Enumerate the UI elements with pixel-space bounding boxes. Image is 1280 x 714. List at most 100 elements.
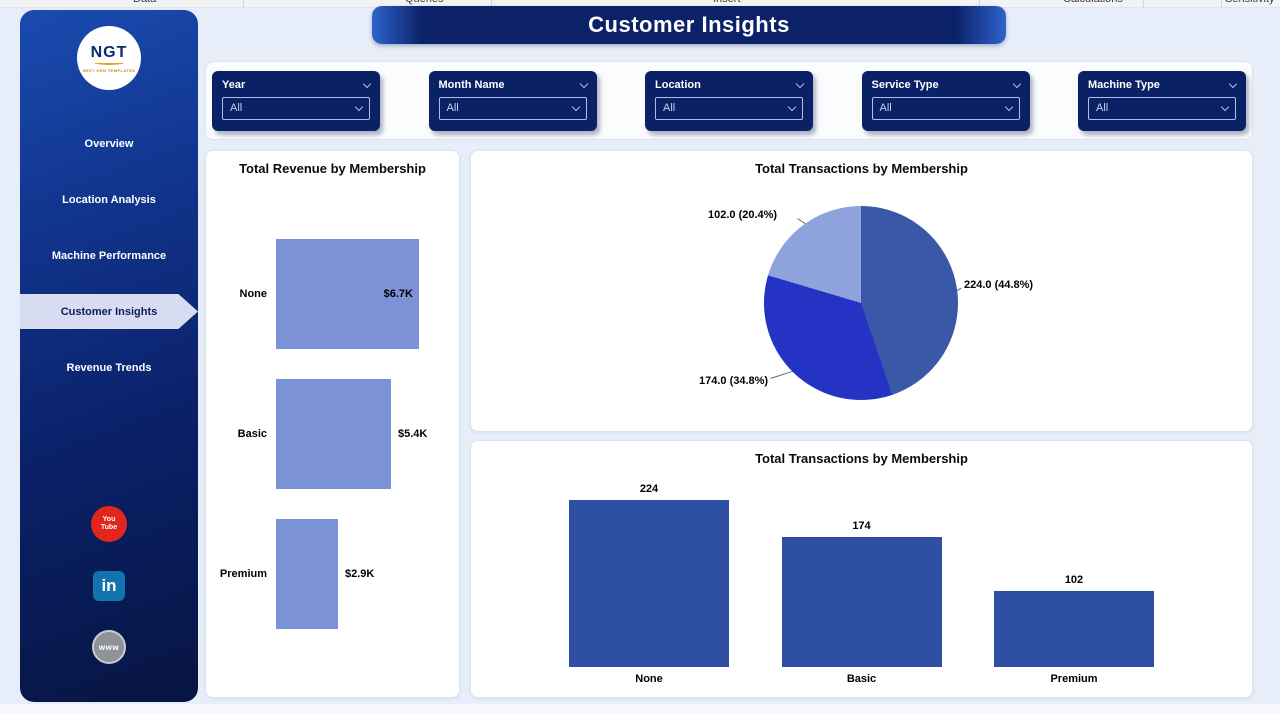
bar-column-none: 224 None — [569, 481, 729, 687]
category-label: Premium — [219, 568, 267, 580]
filter-value: All — [230, 102, 243, 114]
value-label: $6.7K — [383, 288, 413, 300]
bar-basic[interactable] — [781, 537, 942, 667]
ribbon-separator — [491, 0, 492, 7]
revenue-by-membership-panel: Total Revenue by Membership None $6.7K B… — [205, 150, 460, 698]
ngt-logo: NGT NEXT GEN TEMPLATES — [77, 26, 141, 90]
logo-subtext: NEXT GEN TEMPLATES — [82, 67, 136, 73]
value-label: 102 — [1064, 574, 1084, 586]
page-header-banner: Customer Insights — [372, 6, 1006, 44]
ribbon-separator — [979, 0, 980, 7]
pie-chart-area: 224.0 (44.8%) 174.0 (34.8%) 102.0 (20.4%… — [471, 151, 1252, 431]
ribbon-separator — [1221, 0, 1222, 7]
pie-label-premium: 102.0 (20.4%) — [708, 209, 778, 221]
filter-bar: Year All Month Name All Location All Ser… — [205, 61, 1253, 140]
chart-title: Total Transactions by Membership — [755, 451, 968, 466]
horizontal-bar-chart: None $6.7K Basic $5.4K Premium $2.9K — [216, 239, 449, 661]
ribbon-tab-sensitivity[interactable]: Sensitivity — [1225, 0, 1275, 5]
chevron-down-icon — [354, 102, 364, 112]
filter-machine-type: Machine Type All — [1078, 70, 1246, 131]
ribbon-tab-data[interactable]: Data — [133, 0, 156, 5]
filter-location-dropdown[interactable]: All — [655, 96, 803, 120]
filter-value: All — [879, 102, 892, 114]
bar-basic[interactable] — [276, 379, 391, 489]
bar-column-premium: 102 Premium — [994, 481, 1154, 687]
value-label: $5.4K — [398, 428, 428, 440]
value-label: 224 — [639, 483, 659, 495]
transactions-pie-panel: Total Transactions by Membership 224.0 (… — [470, 150, 1253, 432]
chevron-down-icon[interactable] — [579, 79, 588, 88]
bar-row-premium: Premium $2.9K — [216, 519, 449, 629]
chart-title: Total Revenue by Membership — [239, 161, 426, 176]
filter-value: All — [663, 102, 676, 114]
ribbon-tab-queries[interactable]: Queries — [405, 0, 444, 5]
chevron-down-icon — [571, 102, 580, 112]
ribbon-tab-calculations[interactable]: Calculations — [1063, 0, 1123, 5]
chart-title: Total Transactions by Membership — [755, 161, 968, 176]
filter-label: Location — [655, 78, 701, 91]
bar-row-basic: Basic $5.4K — [216, 379, 449, 489]
logo-text: NGT — [90, 43, 128, 61]
website-label: www — [98, 642, 120, 652]
filter-value: All — [446, 102, 459, 114]
category-label: None — [239, 288, 268, 300]
bar-column-basic: 174 Basic — [781, 481, 942, 687]
filter-machine-type-dropdown[interactable]: All — [1088, 96, 1236, 120]
sidebar: NGT NEXT GEN TEMPLATES Overview Location… — [20, 10, 198, 702]
filter-location: Location All — [645, 70, 813, 131]
chevron-down-icon — [787, 102, 797, 112]
logo-arc — [94, 60, 124, 65]
pie-label-none: 224.0 (44.8%) — [964, 279, 1034, 291]
page-title: Customer Insights — [588, 12, 790, 37]
filter-label: Machine Type — [1088, 78, 1160, 91]
filter-month-name: Month Name All — [428, 70, 597, 131]
sidebar-item-machine-performance[interactable]: Machine Performance — [51, 249, 167, 262]
bar-premium[interactable] — [994, 591, 1154, 667]
linkedin-label: in — [101, 576, 117, 595]
filter-year: Year All — [212, 70, 380, 131]
sidebar-item-overview[interactable]: Overview — [84, 137, 134, 150]
chevron-down-icon — [1220, 102, 1230, 112]
filter-month-dropdown[interactable]: All — [438, 96, 587, 120]
transactions-bar-panel: Total Transactions by Membership 224 Non… — [470, 440, 1253, 698]
social-links: You Tube in www — [20, 506, 198, 664]
filter-label: Service Type — [871, 78, 939, 91]
bar-premium[interactable] — [276, 519, 338, 629]
pie-chart[interactable] — [764, 206, 958, 400]
sidebar-nav: Overview Location Analysis Machine Perfo… — [20, 126, 198, 385]
ribbon-tab-insert[interactable]: Insert — [713, 0, 741, 5]
value-label: 174 — [852, 520, 871, 532]
filter-label: Year — [222, 78, 246, 91]
value-label: $2.9K — [345, 568, 375, 580]
bar-none[interactable] — [569, 500, 729, 667]
chevron-down-icon — [1004, 102, 1013, 112]
pie-label-basic: 174.0 (34.8%) — [699, 375, 769, 387]
youtube-icon[interactable]: You Tube — [91, 506, 127, 542]
category-label: Basic — [846, 673, 877, 685]
chevron-down-icon[interactable] — [1228, 79, 1238, 88]
youtube-label: You Tube — [100, 515, 118, 531]
sidebar-item-revenue-trends[interactable]: Revenue Trends — [66, 361, 152, 374]
website-globe-icon[interactable]: www — [92, 630, 126, 664]
chevron-down-icon[interactable] — [795, 79, 805, 88]
filter-year-dropdown[interactable]: All — [222, 96, 370, 120]
vertical-bar-chart: 224 None 174 Basic 102 Premium — [501, 481, 1222, 687]
sidebar-item-customer-insights[interactable]: Customer Insights — [20, 294, 198, 329]
ribbon-separator — [243, 0, 244, 7]
bar-none[interactable]: $6.7K — [276, 239, 419, 349]
sidebar-item-location-analysis[interactable]: Location Analysis — [62, 193, 156, 206]
category-label: Premium — [1050, 673, 1098, 685]
chevron-down-icon[interactable] — [362, 79, 372, 88]
ribbon-separator — [1143, 0, 1144, 7]
category-label: None — [635, 673, 663, 685]
chevron-down-icon[interactable] — [1012, 79, 1021, 88]
filter-value: All — [1096, 102, 1109, 114]
bar-row-none: None $6.7K — [216, 239, 449, 349]
linkedin-icon[interactable]: in — [93, 571, 125, 601]
bottom-strip — [0, 704, 1280, 714]
filter-service-type-dropdown[interactable]: All — [871, 96, 1020, 120]
filter-label: Month Name — [438, 78, 505, 91]
category-label: Basic — [237, 428, 267, 440]
filter-service-type: Service Type All — [861, 70, 1030, 131]
